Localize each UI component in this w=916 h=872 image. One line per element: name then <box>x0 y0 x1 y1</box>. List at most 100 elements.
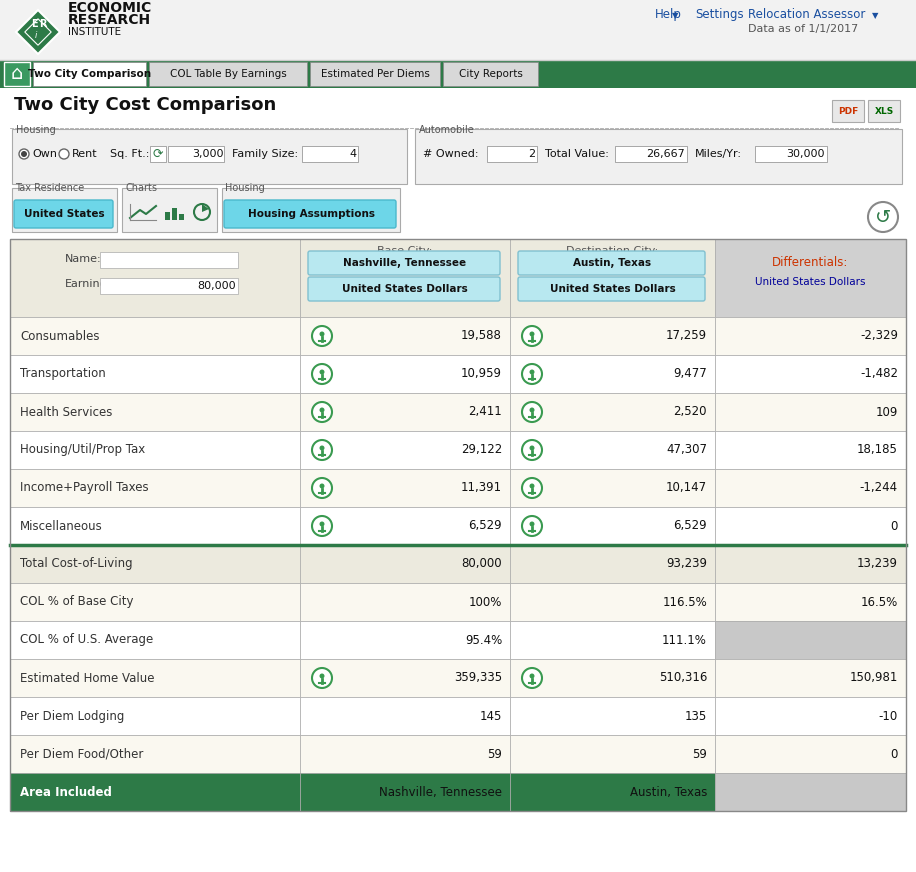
Bar <box>487 146 537 162</box>
Text: United States Dollars: United States Dollars <box>756 277 866 287</box>
Text: 150,981: 150,981 <box>850 671 898 685</box>
Circle shape <box>312 364 332 384</box>
Bar <box>715 239 906 317</box>
Text: -10: -10 <box>878 710 898 723</box>
Text: Total Cost-of-Living: Total Cost-of-Living <box>20 557 133 570</box>
Bar <box>149 62 307 86</box>
Text: City Reports: City Reports <box>459 69 522 79</box>
Bar <box>715 507 906 545</box>
Text: 95.4%: 95.4% <box>464 633 502 646</box>
Text: Differentials:: Differentials: <box>772 255 849 269</box>
Bar <box>300 355 510 393</box>
Text: 29,122: 29,122 <box>461 444 502 457</box>
Circle shape <box>522 402 542 422</box>
Text: 359,335: 359,335 <box>453 671 502 685</box>
Bar <box>755 146 827 162</box>
Text: 93,239: 93,239 <box>666 557 707 570</box>
Circle shape <box>529 673 535 678</box>
Bar <box>510 773 715 811</box>
Bar <box>33 62 146 86</box>
Bar <box>300 317 510 355</box>
Bar <box>510 317 715 355</box>
Text: # Owned:: # Owned: <box>423 149 478 159</box>
Text: Automobile: Automobile <box>419 125 474 135</box>
Bar <box>300 239 510 317</box>
FancyBboxPatch shape <box>224 200 396 228</box>
Bar <box>715 469 906 507</box>
Text: 0: 0 <box>890 747 898 760</box>
Circle shape <box>312 440 332 460</box>
Text: 30,000: 30,000 <box>787 149 825 159</box>
Text: Per Diem Food/Other: Per Diem Food/Other <box>20 747 144 760</box>
Text: Income+Payroll Taxes: Income+Payroll Taxes <box>20 481 148 494</box>
Circle shape <box>522 668 542 688</box>
Text: -1,244: -1,244 <box>860 481 898 494</box>
Bar <box>715 545 906 583</box>
Circle shape <box>522 326 542 346</box>
Bar <box>300 393 510 431</box>
Bar <box>715 355 906 393</box>
Text: Miles/Yr:: Miles/Yr: <box>695 149 742 159</box>
Bar <box>300 735 510 773</box>
Bar <box>0 0 916 60</box>
Text: 145: 145 <box>480 710 502 723</box>
FancyBboxPatch shape <box>14 200 113 228</box>
Bar <box>122 188 217 232</box>
Circle shape <box>529 370 535 374</box>
Bar <box>868 100 900 122</box>
Text: Housing/Util/Prop Tax: Housing/Util/Prop Tax <box>20 444 146 457</box>
Text: 11,391: 11,391 <box>461 481 502 494</box>
Circle shape <box>312 402 332 422</box>
Bar <box>415 129 902 184</box>
Bar <box>510 393 715 431</box>
Bar <box>510 469 715 507</box>
Bar <box>10 583 300 621</box>
Text: 111.1%: 111.1% <box>662 633 707 646</box>
Text: 47,307: 47,307 <box>666 444 707 457</box>
Text: 116.5%: 116.5% <box>662 596 707 609</box>
Bar <box>302 146 358 162</box>
Bar <box>168 146 224 162</box>
Text: Health Services: Health Services <box>20 405 113 419</box>
Bar <box>300 583 510 621</box>
Text: Relocation Assessor: Relocation Assessor <box>748 8 866 21</box>
FancyBboxPatch shape <box>308 277 500 301</box>
Bar <box>300 507 510 545</box>
Bar <box>832 100 864 122</box>
Text: ▼: ▼ <box>872 11 878 20</box>
Text: ↺: ↺ <box>875 208 891 227</box>
Bar <box>10 507 300 545</box>
Text: United States Dollars: United States Dollars <box>550 284 675 294</box>
Text: ⟳: ⟳ <box>153 147 163 160</box>
Bar <box>10 239 906 811</box>
Text: COL % of U.S. Average: COL % of U.S. Average <box>20 633 153 646</box>
Circle shape <box>522 440 542 460</box>
Bar <box>12 188 117 232</box>
Bar <box>300 621 510 659</box>
Circle shape <box>522 478 542 498</box>
Text: Rent: Rent <box>72 149 98 159</box>
Bar <box>10 773 300 811</box>
Text: ECONOMIC: ECONOMIC <box>68 1 152 15</box>
Text: Austin, Texas: Austin, Texas <box>629 786 707 799</box>
Text: Destination City:: Destination City: <box>566 246 659 256</box>
Text: Settings: Settings <box>695 8 744 21</box>
Bar <box>10 355 300 393</box>
Circle shape <box>320 407 324 412</box>
Circle shape <box>320 446 324 451</box>
Text: 9,477: 9,477 <box>673 367 707 380</box>
Polygon shape <box>16 10 60 54</box>
Bar <box>4 62 30 86</box>
Text: ▼: ▼ <box>672 11 679 20</box>
Text: Per Diem Lodging: Per Diem Lodging <box>20 710 125 723</box>
Circle shape <box>529 407 535 412</box>
Bar <box>10 659 300 697</box>
Bar <box>715 697 906 735</box>
Text: COL % of Base City: COL % of Base City <box>20 596 134 609</box>
Bar <box>310 62 440 86</box>
Text: Miscellaneous: Miscellaneous <box>20 520 103 533</box>
Text: Transportation: Transportation <box>20 367 105 380</box>
Bar <box>510 659 715 697</box>
Text: United States: United States <box>24 209 104 219</box>
Text: ⌂: ⌂ <box>11 65 23 84</box>
